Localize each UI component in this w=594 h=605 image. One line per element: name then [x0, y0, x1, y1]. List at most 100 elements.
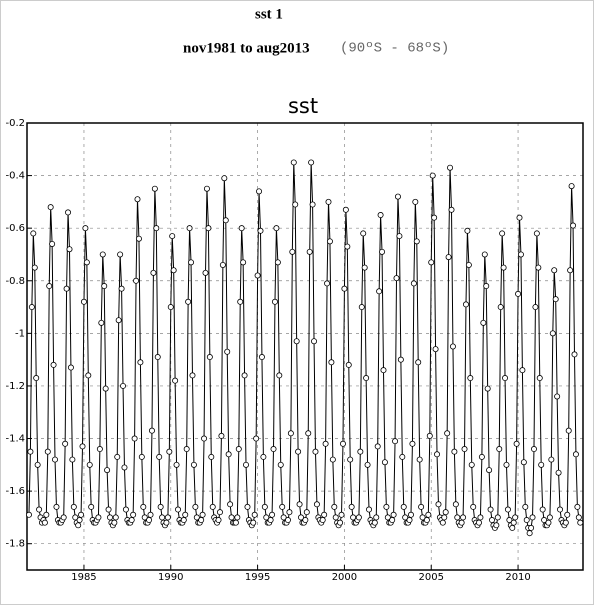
point — [400, 503, 407, 510]
point — [412, 198, 419, 205]
point — [502, 375, 509, 382]
point — [361, 264, 368, 271]
point — [135, 235, 142, 242]
point — [27, 448, 34, 455]
point — [567, 267, 574, 274]
point — [523, 517, 530, 524]
point — [34, 461, 41, 468]
point — [394, 193, 401, 200]
point — [519, 367, 526, 374]
point — [402, 514, 409, 521]
point — [326, 238, 333, 245]
point — [500, 264, 507, 271]
point — [328, 359, 335, 366]
point — [228, 514, 235, 521]
point — [461, 446, 468, 453]
point — [186, 225, 193, 232]
point — [121, 464, 128, 471]
point — [88, 503, 95, 510]
point — [565, 427, 572, 434]
point — [215, 517, 222, 524]
point — [49, 240, 56, 247]
point — [164, 514, 171, 521]
point — [418, 503, 425, 510]
point — [147, 511, 154, 518]
point — [374, 443, 381, 450]
point — [102, 385, 109, 392]
point — [173, 461, 180, 468]
point — [568, 183, 575, 190]
point — [381, 459, 388, 466]
point — [201, 435, 208, 442]
point — [251, 511, 258, 518]
point — [270, 446, 277, 453]
point — [44, 448, 51, 455]
point — [416, 456, 423, 463]
point — [261, 503, 268, 510]
point — [549, 330, 556, 337]
point — [477, 514, 484, 521]
point — [284, 517, 291, 524]
point — [373, 514, 380, 521]
x-tick-label: 1990 — [158, 572, 183, 583]
point — [293, 338, 300, 345]
point — [267, 517, 274, 524]
point — [399, 453, 406, 460]
point — [487, 506, 494, 513]
point — [342, 206, 349, 213]
point — [338, 511, 345, 518]
point — [425, 511, 432, 518]
point — [345, 361, 352, 368]
point — [478, 453, 485, 460]
point — [43, 511, 50, 518]
point — [104, 467, 111, 474]
point — [545, 519, 552, 526]
point — [65, 209, 72, 216]
point — [52, 456, 59, 463]
point — [529, 514, 536, 521]
point — [360, 230, 367, 237]
point — [227, 501, 234, 508]
y-tick-label: -1 — [15, 328, 25, 339]
point — [562, 519, 569, 526]
point — [209, 503, 216, 510]
point — [441, 514, 448, 521]
point — [117, 251, 124, 258]
point — [383, 503, 390, 510]
point — [232, 519, 239, 526]
point — [131, 435, 138, 442]
point — [308, 159, 315, 166]
point — [180, 517, 187, 524]
point — [431, 214, 438, 221]
point — [199, 511, 206, 518]
point — [271, 298, 278, 305]
point — [546, 514, 553, 521]
point — [60, 514, 67, 521]
point — [78, 511, 85, 518]
point — [520, 459, 527, 466]
point — [483, 283, 490, 290]
point — [140, 503, 147, 510]
point — [182, 511, 189, 518]
point — [188, 259, 195, 266]
point — [25, 511, 32, 518]
point — [67, 364, 74, 371]
point — [225, 451, 232, 458]
point — [494, 514, 501, 521]
point — [62, 440, 69, 447]
point — [253, 435, 260, 442]
point — [137, 359, 144, 366]
point — [206, 354, 213, 361]
point — [122, 506, 129, 513]
point — [31, 264, 38, 271]
point — [486, 467, 493, 474]
point — [528, 524, 535, 531]
point — [364, 461, 371, 468]
point — [442, 509, 449, 516]
point — [467, 375, 474, 382]
point — [577, 519, 584, 526]
point — [475, 519, 482, 526]
point — [258, 354, 265, 361]
point — [141, 514, 148, 521]
point — [192, 503, 199, 510]
